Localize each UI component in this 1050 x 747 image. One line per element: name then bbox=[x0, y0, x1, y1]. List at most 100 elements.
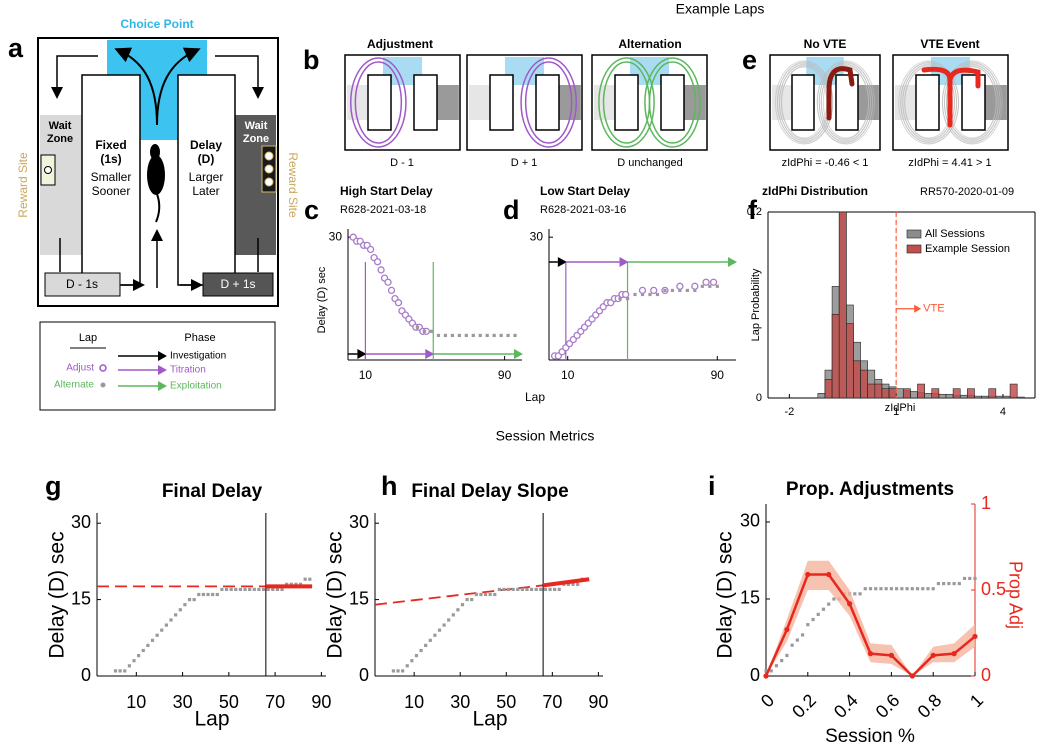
point bbox=[931, 587, 935, 591]
point bbox=[826, 571, 832, 578]
wait-band bbox=[347, 85, 370, 120]
x-tick-label: 1 bbox=[966, 690, 987, 711]
y-tick-label: 30 bbox=[71, 512, 91, 532]
point bbox=[460, 603, 465, 607]
point bbox=[132, 659, 136, 663]
point bbox=[436, 333, 441, 338]
point bbox=[548, 587, 552, 592]
point bbox=[926, 587, 930, 591]
x-tick-label: 30 bbox=[173, 692, 193, 712]
point bbox=[625, 296, 630, 301]
point bbox=[693, 288, 697, 293]
wait-zone-label: Wait bbox=[49, 120, 72, 132]
wait-band bbox=[772, 85, 794, 120]
point bbox=[811, 617, 815, 622]
y-tick-label: 0.2 bbox=[747, 206, 762, 218]
point bbox=[709, 278, 718, 286]
choice-point-label: Choice Point bbox=[120, 17, 193, 31]
point bbox=[405, 664, 409, 668]
x-tick-label: 10 bbox=[561, 368, 575, 382]
point bbox=[576, 582, 580, 586]
point bbox=[921, 587, 925, 591]
point bbox=[289, 582, 293, 586]
x-tick-label: 0.2 bbox=[788, 690, 820, 722]
histogram-bar bbox=[959, 394, 968, 399]
lap-path bbox=[644, 57, 701, 148]
point bbox=[655, 292, 660, 297]
point bbox=[155, 633, 159, 637]
point bbox=[201, 592, 206, 597]
point bbox=[790, 643, 794, 647]
phase-arrowhead bbox=[619, 257, 629, 267]
point bbox=[174, 613, 178, 617]
point bbox=[234, 587, 238, 592]
histogram-bar bbox=[931, 388, 940, 399]
decrease-box bbox=[44, 272, 121, 297]
point bbox=[298, 582, 303, 586]
y-axis-label: Delay (D) sec bbox=[324, 531, 347, 658]
point bbox=[805, 571, 811, 578]
point bbox=[464, 333, 468, 338]
legend-label: Alternate bbox=[54, 380, 94, 391]
x-axis-label: zIdPhi bbox=[885, 402, 916, 414]
histogram-bar bbox=[824, 379, 833, 399]
point bbox=[373, 258, 382, 266]
point bbox=[303, 577, 307, 581]
point bbox=[663, 288, 667, 293]
point bbox=[952, 581, 956, 586]
point bbox=[816, 612, 820, 616]
x-tick-label: 70 bbox=[542, 692, 562, 712]
point bbox=[308, 577, 312, 581]
point bbox=[127, 664, 131, 668]
histogram-bar bbox=[910, 391, 918, 399]
feeder-pellet bbox=[44, 166, 52, 174]
feeder-pellet bbox=[264, 151, 274, 161]
chart-title: Final Delay bbox=[162, 481, 263, 502]
panel-title: Alternation bbox=[618, 37, 681, 51]
histogram-bar bbox=[988, 388, 997, 399]
x-tick-label: 90 bbox=[311, 692, 331, 712]
point bbox=[450, 333, 454, 338]
point bbox=[416, 325, 420, 329]
inner-block bbox=[961, 74, 986, 131]
inner-block bbox=[81, 74, 141, 286]
inner-block bbox=[791, 74, 815, 131]
point bbox=[827, 602, 831, 606]
x-tick-label: 10 bbox=[126, 692, 146, 712]
y-axis-label: Delay (D) sec bbox=[46, 531, 69, 658]
point bbox=[685, 288, 689, 293]
point bbox=[465, 597, 469, 602]
panel-caption: zIdPhi = 4.41 > 1 bbox=[908, 157, 991, 169]
decrease-label: D - 1s bbox=[66, 277, 98, 291]
point bbox=[447, 618, 451, 622]
histogram-bar bbox=[895, 388, 904, 399]
y-tick-label: 0 bbox=[359, 665, 369, 685]
point bbox=[169, 618, 173, 622]
point bbox=[633, 292, 637, 297]
histogram-bar bbox=[817, 393, 826, 399]
panel-label: f bbox=[748, 195, 758, 225]
point bbox=[497, 587, 501, 592]
block-label: Smaller bbox=[91, 170, 132, 184]
panel-label: i bbox=[708, 471, 716, 501]
point bbox=[229, 587, 233, 592]
x-tick-label: 50 bbox=[496, 692, 516, 712]
fit-line-extrapolated bbox=[374, 584, 544, 606]
x-tick-label: 0.4 bbox=[830, 690, 862, 722]
point bbox=[691, 282, 699, 290]
point bbox=[889, 587, 893, 591]
y2-tick-label: 1 bbox=[981, 493, 991, 513]
point bbox=[442, 623, 446, 627]
point bbox=[858, 592, 862, 596]
arrow bbox=[51, 55, 98, 99]
point bbox=[387, 286, 396, 295]
point bbox=[146, 643, 150, 648]
x-tick-label: 10 bbox=[359, 368, 373, 382]
phase-arrowhead bbox=[728, 257, 737, 267]
inner-block bbox=[660, 74, 685, 131]
histogram-bar bbox=[981, 395, 990, 399]
legend-arrow bbox=[158, 381, 167, 391]
point bbox=[183, 603, 187, 607]
block-label: Larger bbox=[189, 170, 224, 184]
point bbox=[266, 587, 270, 592]
